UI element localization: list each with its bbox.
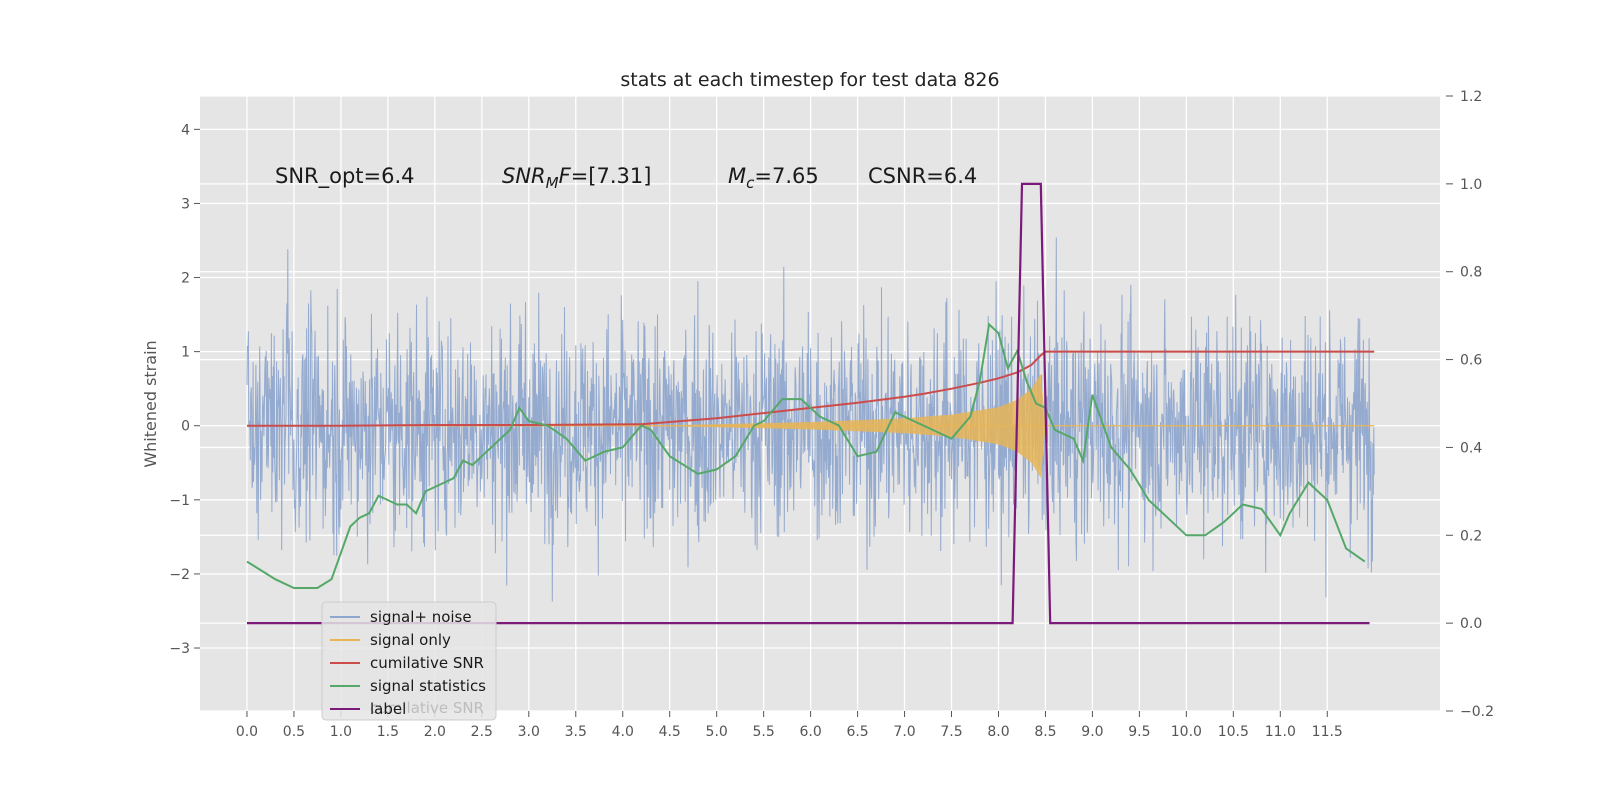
x-tick-label: 5.0 bbox=[706, 724, 728, 740]
y2-tick-label: 0.2 bbox=[1460, 528, 1482, 544]
x-tick-label: 8.0 bbox=[987, 724, 1009, 740]
annotation-snr-opt: SNR_opt=6.4 bbox=[275, 164, 415, 189]
x-tick-label: 4.5 bbox=[659, 724, 681, 740]
x-tick-label: 5.5 bbox=[753, 724, 775, 740]
legend-ghost-text: cumilative SNR bbox=[370, 699, 484, 717]
y2-tick-label: 1.2 bbox=[1460, 89, 1482, 105]
y-tick-label: −1 bbox=[169, 493, 190, 509]
series-label bbox=[247, 182, 1370, 625]
annotation-csnr: CSNR=6.4 bbox=[868, 164, 977, 188]
series-cumilative-snr bbox=[247, 350, 1375, 427]
y-tick-label: −3 bbox=[169, 641, 190, 657]
y2-tick-label: −0.2 bbox=[1460, 704, 1494, 720]
legend-box bbox=[321, 601, 497, 721]
x-tick-label: 10.5 bbox=[1218, 724, 1249, 740]
x-axis-ticks: 0.0 0.5 1.0 1.5 2.0 2.5 3.0 3.5 4.0 4.5 5.0 5.5 6.0 6… bbox=[236, 711, 1343, 740]
x-tick-label: 0.5 bbox=[283, 724, 305, 740]
series-signal-statistics bbox=[246, 322, 1366, 589]
y-axis-ticks: 4 3 2 1 0 −1 −2 −3 bbox=[169, 122, 200, 657]
right-y-axis-ticks: 1.2 1.0 0.8 0.6 0.4 0.2 0.0 −0.2 bbox=[1446, 89, 1494, 720]
y2-tick-label: 1.0 bbox=[1460, 177, 1482, 193]
legend-entry: signal+ noise bbox=[370, 608, 472, 626]
x-tick-label: 9.5 bbox=[1128, 724, 1150, 740]
x-tick-label: 11.5 bbox=[1312, 724, 1343, 740]
legend-entry: signal statistics bbox=[370, 677, 486, 695]
y-axis-label: Whitened strain bbox=[141, 340, 160, 467]
x-tick-label: 6.0 bbox=[799, 724, 821, 740]
y2-tick-label: 0.8 bbox=[1460, 265, 1482, 281]
x-tick-label: 1.0 bbox=[330, 724, 352, 740]
y-tick-label: −2 bbox=[169, 567, 190, 583]
x-tick-label: 4.0 bbox=[612, 724, 634, 740]
legend-entry: signal only bbox=[370, 631, 451, 649]
x-tick-label: 3.0 bbox=[518, 724, 540, 740]
annotation-snr-mf: SNRMF=[7.31] bbox=[502, 164, 651, 192]
x-tick-label: 6.5 bbox=[846, 724, 868, 740]
y2-tick-label: 0.4 bbox=[1460, 440, 1482, 456]
legend-entry: cumilative SNR bbox=[370, 654, 484, 672]
signal-noise-trace bbox=[246, 237, 1375, 602]
x-tick-label: 2.0 bbox=[424, 724, 446, 740]
annotation-mc: Mc=7.65 bbox=[728, 164, 819, 192]
x-tick-label: 9.0 bbox=[1081, 724, 1103, 740]
x-tick-label: 7.5 bbox=[940, 724, 962, 740]
x-tick-label: 10.0 bbox=[1171, 724, 1202, 740]
y-tick-label: 0 bbox=[181, 419, 190, 435]
x-tick-label: 11.0 bbox=[1265, 724, 1296, 740]
x-tick-label: 3.5 bbox=[565, 724, 587, 740]
x-tick-label: 8.5 bbox=[1034, 724, 1056, 740]
legend-entry: label bbox=[370, 700, 406, 718]
series-signal-noise bbox=[246, 237, 1375, 602]
x-tick-label: 0.0 bbox=[236, 724, 258, 740]
legend: cumilative SNR signal+ noise signal only c… bbox=[321, 601, 497, 721]
x-tick-label: 2.5 bbox=[471, 724, 493, 740]
y-tick-label: 1 bbox=[181, 345, 190, 361]
y2-tick-label: 0.0 bbox=[1460, 616, 1482, 632]
y-tick-label: 4 bbox=[181, 122, 190, 138]
y-tick-label: 3 bbox=[181, 196, 190, 212]
y2-tick-label: 0.6 bbox=[1460, 353, 1482, 369]
chart-title: stats at each timestep for test data 826 bbox=[620, 69, 999, 91]
x-tick-label: 7.0 bbox=[893, 724, 915, 740]
x-tick-label: 1.5 bbox=[377, 724, 399, 740]
y-tick-label: 2 bbox=[181, 271, 190, 287]
